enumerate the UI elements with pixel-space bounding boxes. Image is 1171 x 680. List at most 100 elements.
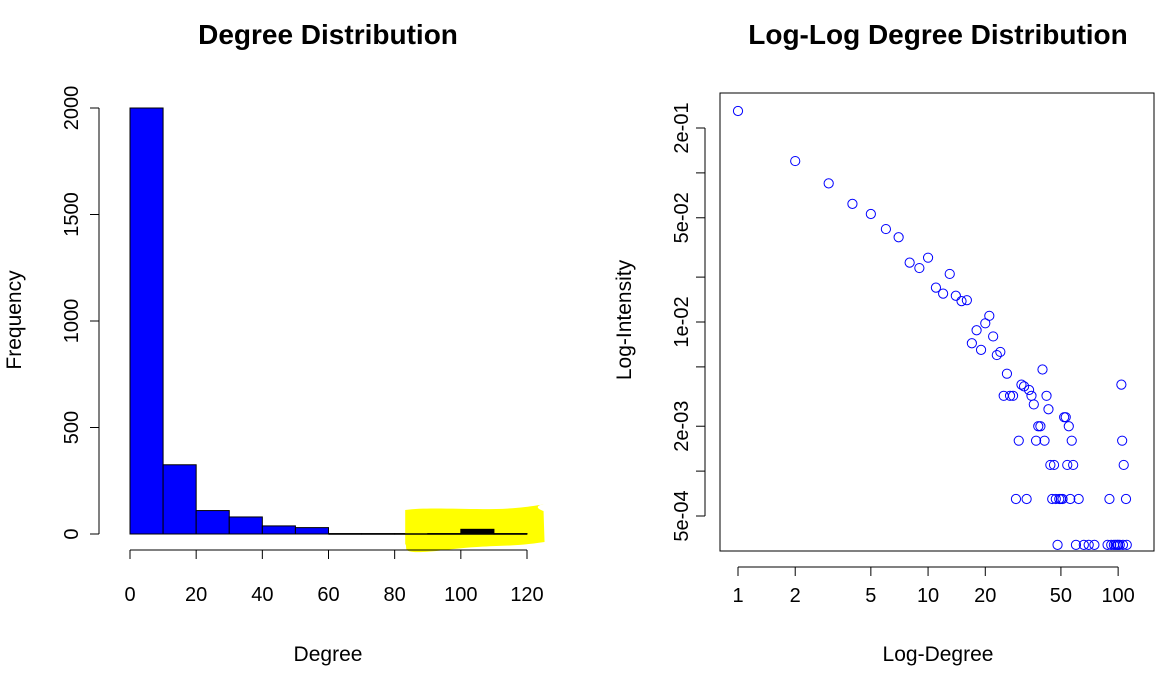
yellow-highlight-marker xyxy=(405,504,545,553)
histogram-bar xyxy=(228,516,263,535)
scatter-point xyxy=(1117,435,1128,446)
histogram-y-tick-label: 0 xyxy=(61,528,83,539)
loglog-x-tick-label: 2 xyxy=(790,585,801,607)
scatter-point xyxy=(865,208,876,220)
scatter-point xyxy=(988,331,999,342)
histogram-y-axis-title: Frequency xyxy=(3,270,26,370)
scatter-point xyxy=(823,178,834,189)
scatter-point xyxy=(1050,493,1061,505)
scatter-point xyxy=(995,346,1006,358)
histogram-y-tick-label: 1000 xyxy=(61,299,83,344)
loglog-y-tick-label: 5e-02 xyxy=(671,192,693,243)
histogram-x-tick-label: 120 xyxy=(510,584,543,606)
loglog-x-tick-label: 10 xyxy=(917,585,939,607)
scatter-point xyxy=(1062,459,1073,471)
scatter-point xyxy=(1121,539,1132,551)
histogram-y-tick-label: 2000 xyxy=(61,86,83,131)
scatter-point xyxy=(893,232,904,243)
scatter-point xyxy=(1033,421,1044,432)
scatter-point xyxy=(1004,390,1016,401)
histogram-x-tick-label: 40 xyxy=(251,584,273,606)
histogram-bar xyxy=(129,107,164,535)
scatter-point xyxy=(971,325,982,336)
scatter-point xyxy=(975,344,987,355)
scatter-point xyxy=(938,288,949,299)
scatter-point xyxy=(1018,381,1030,392)
loglog-points xyxy=(732,105,1132,551)
loglog-plot-frame xyxy=(719,92,1155,552)
scatter-point xyxy=(904,257,915,268)
histogram-x-tick-label: 20 xyxy=(185,584,207,606)
scatter-point xyxy=(1041,390,1052,401)
scatter-point xyxy=(944,268,955,280)
histogram-x-tick-label: 60 xyxy=(317,584,339,606)
scatter-point xyxy=(790,155,801,167)
scatter-point xyxy=(1043,404,1054,415)
scatter-point xyxy=(1047,493,1058,505)
loglog-title: Log-Log Degree Distribution xyxy=(748,19,1128,50)
histogram-x-tick-label: 80 xyxy=(384,584,406,606)
scatter-point xyxy=(1066,435,1077,446)
scatter-point xyxy=(1120,493,1132,505)
scatter-point xyxy=(966,338,977,349)
scatter-point xyxy=(1010,493,1022,505)
histogram-bar xyxy=(162,464,197,535)
scatter-point xyxy=(950,290,961,301)
scatter-point xyxy=(1083,539,1094,551)
scatter-point xyxy=(1035,421,1046,432)
scatter-point xyxy=(1060,412,1071,423)
loglog-y-axis-title: Log-Intensity xyxy=(613,259,636,380)
scatter-point xyxy=(1118,459,1129,471)
histogram-x-tick-label: 100 xyxy=(444,584,477,606)
scatter-point xyxy=(1102,539,1113,551)
scatter-point xyxy=(1048,459,1060,471)
scatter-point xyxy=(1106,539,1117,551)
loglog-panel: Log-Log Degree Distribution 1 2 5 10 20 50 100… xyxy=(613,19,1155,666)
loglog-x-axis-title: Log-Degree xyxy=(883,643,994,666)
loglog-y-axis: 5e-04 2e-03 1e-02 5e-02 2e-01 xyxy=(671,102,706,542)
scatter-point xyxy=(1065,493,1076,505)
scatter-point xyxy=(1016,379,1027,390)
scatter-point xyxy=(984,310,995,321)
scatter-point xyxy=(732,105,744,117)
scatter-point xyxy=(1030,435,1042,446)
loglog-y-tick-label: 2e-01 xyxy=(671,102,693,153)
histogram-y-axis: 0 500 1000 1500 2000 xyxy=(61,86,100,540)
scatter-point xyxy=(930,282,942,293)
scatter-point xyxy=(1073,493,1084,505)
histogram-x-axis: 0 20 40 60 80 100 120 xyxy=(124,549,544,606)
scatter-point xyxy=(1045,459,1056,471)
histogram-bars xyxy=(129,107,545,553)
scatter-point xyxy=(880,223,892,235)
loglog-x-tick-label: 5 xyxy=(865,585,876,607)
scatter-point xyxy=(1052,539,1063,551)
scatter-point xyxy=(1068,459,1079,471)
scatter-point xyxy=(961,295,972,306)
scatter-point xyxy=(1007,390,1019,401)
scatter-point xyxy=(1039,435,1050,446)
scatter-point xyxy=(1026,390,1037,401)
scatter-point xyxy=(1023,384,1035,396)
scatter-point xyxy=(1013,435,1024,446)
loglog-x-tick-label: 50 xyxy=(1050,585,1072,607)
loglog-y-tick-label: 5e-04 xyxy=(671,490,693,541)
scatter-point xyxy=(1070,539,1082,551)
scatter-point xyxy=(1028,399,1039,410)
loglog-x-tick-label: 20 xyxy=(974,585,996,607)
histogram-bar xyxy=(195,510,230,535)
histogram-bar xyxy=(261,525,296,535)
loglog-x-tick-label: 1 xyxy=(732,585,743,607)
loglog-x-tick-label: 100 xyxy=(1101,585,1134,607)
scatter-point xyxy=(1021,493,1032,505)
loglog-x-axis: 1 2 5 10 20 50 100 xyxy=(732,566,1135,607)
scatter-point xyxy=(1057,493,1068,505)
scatter-point xyxy=(956,296,967,307)
histogram-x-axis-title: Degree xyxy=(294,643,363,666)
scatter-point xyxy=(847,198,858,209)
scatter-point xyxy=(1001,368,1013,379)
histogram-y-tick-label: 500 xyxy=(61,411,83,444)
scatter-point xyxy=(914,262,925,274)
histogram-y-tick-label: 1500 xyxy=(61,192,83,237)
scatter-point xyxy=(1063,421,1074,432)
